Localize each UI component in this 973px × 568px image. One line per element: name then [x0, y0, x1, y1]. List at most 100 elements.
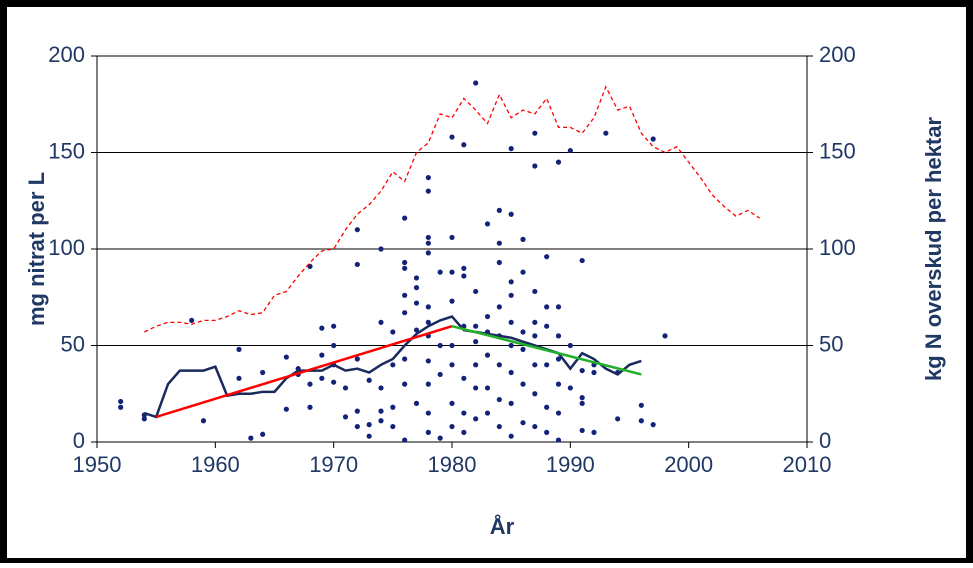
data-point — [449, 269, 455, 275]
data-point — [354, 227, 360, 233]
data-point — [532, 391, 538, 397]
data-point — [331, 323, 337, 329]
data-point — [236, 346, 242, 352]
data-point — [579, 427, 585, 434]
data-point — [402, 437, 408, 443]
data-point — [437, 371, 443, 378]
data-point — [283, 406, 289, 412]
data-point — [496, 259, 502, 266]
data-point — [461, 410, 467, 416]
x-tick-label: 2010 — [783, 452, 832, 477]
data-point — [449, 362, 455, 368]
data-point — [508, 319, 514, 325]
data-point — [555, 356, 562, 362]
data-point — [461, 375, 467, 381]
y2-tick-label: 200 — [819, 42, 856, 67]
data-point — [544, 429, 550, 435]
data-point — [402, 259, 408, 266]
data-point — [189, 317, 195, 324]
data-point — [579, 395, 585, 401]
data-point — [532, 423, 538, 430]
data-point — [496, 207, 502, 213]
data-point — [449, 298, 455, 304]
data-point — [354, 423, 360, 430]
data-point — [473, 416, 479, 422]
data-point — [544, 362, 550, 368]
data-point — [425, 429, 431, 435]
data-point — [508, 279, 514, 285]
data-point — [555, 333, 562, 339]
y2-axis-title: kg N overskud per hektar — [921, 117, 946, 382]
line — [451, 324, 642, 376]
data-point — [413, 275, 420, 281]
data-point — [402, 215, 408, 221]
data-point — [378, 408, 384, 414]
data-point — [532, 288, 538, 295]
data-point — [425, 381, 431, 387]
data-point — [354, 408, 360, 414]
data-point — [473, 362, 479, 368]
data-point — [248, 435, 254, 441]
y-tick-label: 50 — [61, 331, 85, 356]
data-point — [555, 304, 562, 310]
data-point — [307, 404, 313, 410]
data-point — [319, 325, 325, 331]
y2-tick-label: 150 — [819, 138, 856, 163]
dashed-line — [144, 85, 761, 333]
data-point — [390, 423, 396, 430]
data-point — [319, 375, 325, 381]
data-point — [567, 342, 573, 349]
y2-tick-label: 50 — [819, 331, 843, 356]
data-point — [544, 404, 550, 410]
data-point — [520, 420, 526, 426]
data-point — [496, 362, 502, 368]
data-point — [260, 369, 266, 376]
data-point — [496, 396, 502, 403]
data-point — [555, 437, 562, 443]
data-point — [425, 304, 431, 310]
data-point — [650, 422, 656, 428]
data-point — [331, 342, 337, 349]
data-point — [532, 319, 538, 325]
data-point — [236, 375, 242, 381]
data-point — [390, 404, 396, 410]
data-point — [118, 404, 124, 410]
data-point — [473, 288, 479, 295]
x-axis-title: År — [490, 513, 515, 539]
y-tick-label: 150 — [48, 138, 85, 163]
y-tick-label: 0 — [73, 428, 85, 453]
data-point — [413, 300, 420, 306]
data-point — [378, 319, 384, 325]
data-point — [260, 431, 266, 437]
data-point — [508, 400, 514, 406]
data-point — [567, 385, 573, 391]
data-point — [425, 240, 431, 246]
data-point — [402, 381, 408, 387]
data-point — [508, 433, 514, 439]
data-point — [449, 400, 455, 406]
data-point — [425, 358, 431, 364]
data-point — [461, 265, 467, 271]
data-point — [591, 369, 597, 376]
data-point — [425, 250, 431, 256]
data-point — [342, 385, 349, 391]
data-point — [508, 369, 514, 376]
data-point — [413, 400, 420, 406]
data-point — [508, 146, 514, 152]
data-point — [544, 323, 550, 329]
data-point — [603, 130, 609, 136]
data-point — [366, 377, 372, 383]
x-tick-label: 1960 — [191, 452, 240, 477]
data-point — [118, 398, 124, 405]
data-point — [449, 423, 455, 430]
data-point — [461, 142, 467, 148]
data-point — [555, 381, 562, 387]
data-point — [413, 285, 420, 291]
y-tick-label: 200 — [48, 42, 85, 67]
data-point — [567, 147, 573, 154]
data-point — [437, 435, 443, 441]
data-point — [520, 236, 526, 242]
x-tick-label: 2000 — [664, 452, 713, 477]
data-point — [461, 273, 467, 279]
data-point — [532, 163, 538, 169]
